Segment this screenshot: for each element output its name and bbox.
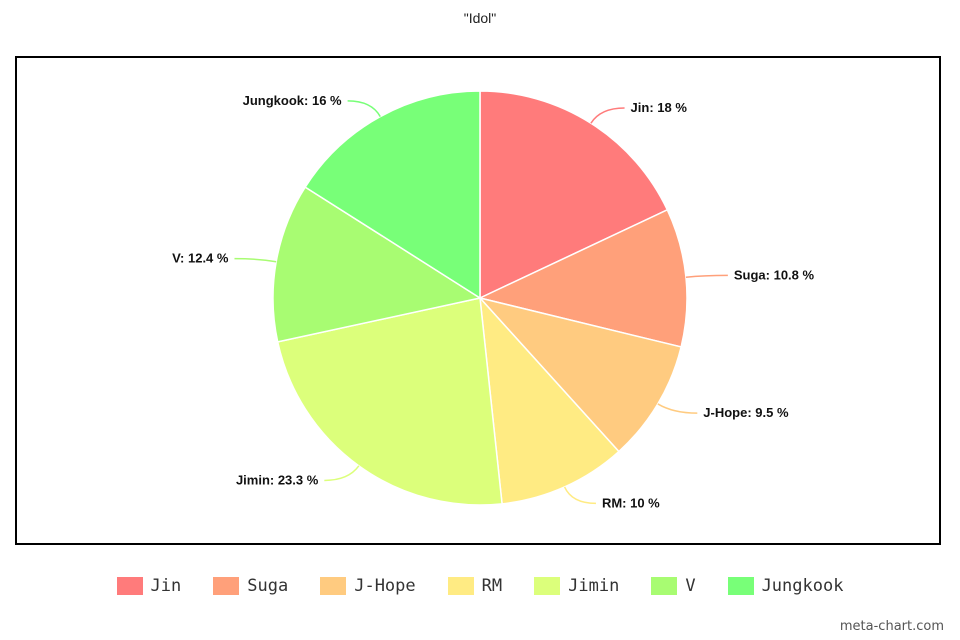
slice-label-j-hope: J-Hope: 9.5 % <box>703 405 789 420</box>
leader-line-jin <box>590 107 625 124</box>
watermark: meta-chart.com <box>839 619 944 634</box>
legend-label-jungkook: Jungkook <box>761 576 844 596</box>
legend-item-suga: Suga <box>213 576 288 596</box>
chart-frame <box>15 56 941 545</box>
legend-swatch-jin <box>116 577 143 595</box>
legend-label-jimin: Jimin <box>568 576 620 596</box>
leader-line-v <box>234 257 277 263</box>
legend-item-jimin: Jimin <box>534 576 619 596</box>
legend-swatch-jungkook <box>727 577 754 595</box>
slice-label-v: V: 12.4 % <box>172 251 229 266</box>
legend-item-rm: RM <box>447 576 503 596</box>
pie-slice-suga <box>477 208 688 348</box>
slice-label-suga: Suga: 10.8 % <box>734 267 815 282</box>
legend-swatch-jimin <box>534 577 561 595</box>
legend-swatch-suga <box>213 577 240 595</box>
legend-label-suga: Suga <box>247 576 289 596</box>
leader-line-rm <box>563 486 596 505</box>
pie-slice-j-hope <box>477 296 683 453</box>
pie-slice-v <box>272 186 482 343</box>
slice-label-jimin: Jimin: 23.3 % <box>236 472 319 487</box>
legend-label-v: V <box>685 576 696 596</box>
pie-slice-rm <box>479 295 620 505</box>
legend-item-v: V <box>651 576 696 596</box>
legend-label-j-hope: J-Hope <box>354 576 416 596</box>
legend-item-jin: Jin <box>116 576 182 596</box>
leader-line-j-hope <box>657 403 698 414</box>
legend-item-jungkook: Jungkook <box>727 576 844 596</box>
legend: Jin Suga J-Hope RM Jimin V Jungkook <box>0 576 960 596</box>
leader-line-jimin <box>324 465 360 482</box>
leader-line-suga <box>685 274 728 278</box>
slice-label-jungkook: Jungkook: 16 % <box>243 93 342 108</box>
leader-line-jungkook <box>347 100 381 117</box>
slice-label-jin: Jin: 18 % <box>631 100 688 115</box>
pie-slice-jimin <box>276 297 503 506</box>
legend-item-j-hope: J-Hope <box>320 576 416 596</box>
chart-title: "Idol" <box>463 10 497 26</box>
legend-swatch-j-hope <box>320 577 347 595</box>
legend-swatch-rm <box>447 577 474 595</box>
legend-label-rm: RM <box>481 576 503 596</box>
legend-swatch-v <box>651 577 678 595</box>
pie-slice-jin <box>479 90 669 300</box>
legend-label-jin: Jin <box>150 576 182 596</box>
slice-label-rm: RM: 10 % <box>602 495 660 510</box>
